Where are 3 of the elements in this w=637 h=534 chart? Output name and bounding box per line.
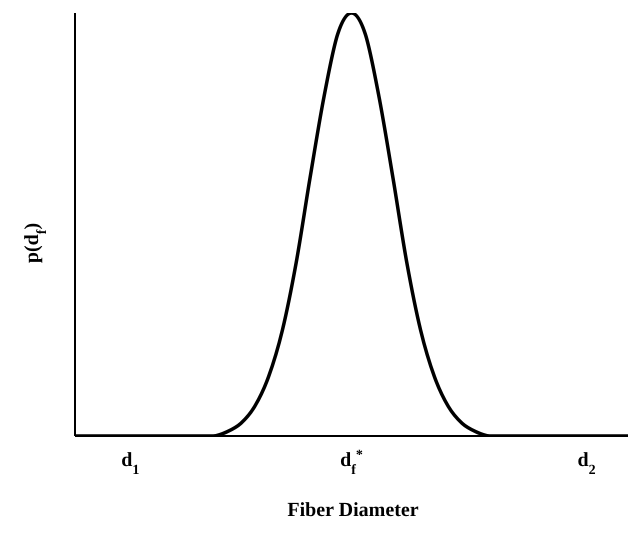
x-tick-label: d$_{1}$: [121, 449, 140, 478]
x-tick-label: d$_{2}$: [577, 449, 596, 478]
x-axis-title: Fiber Diameter: [287, 499, 419, 521]
